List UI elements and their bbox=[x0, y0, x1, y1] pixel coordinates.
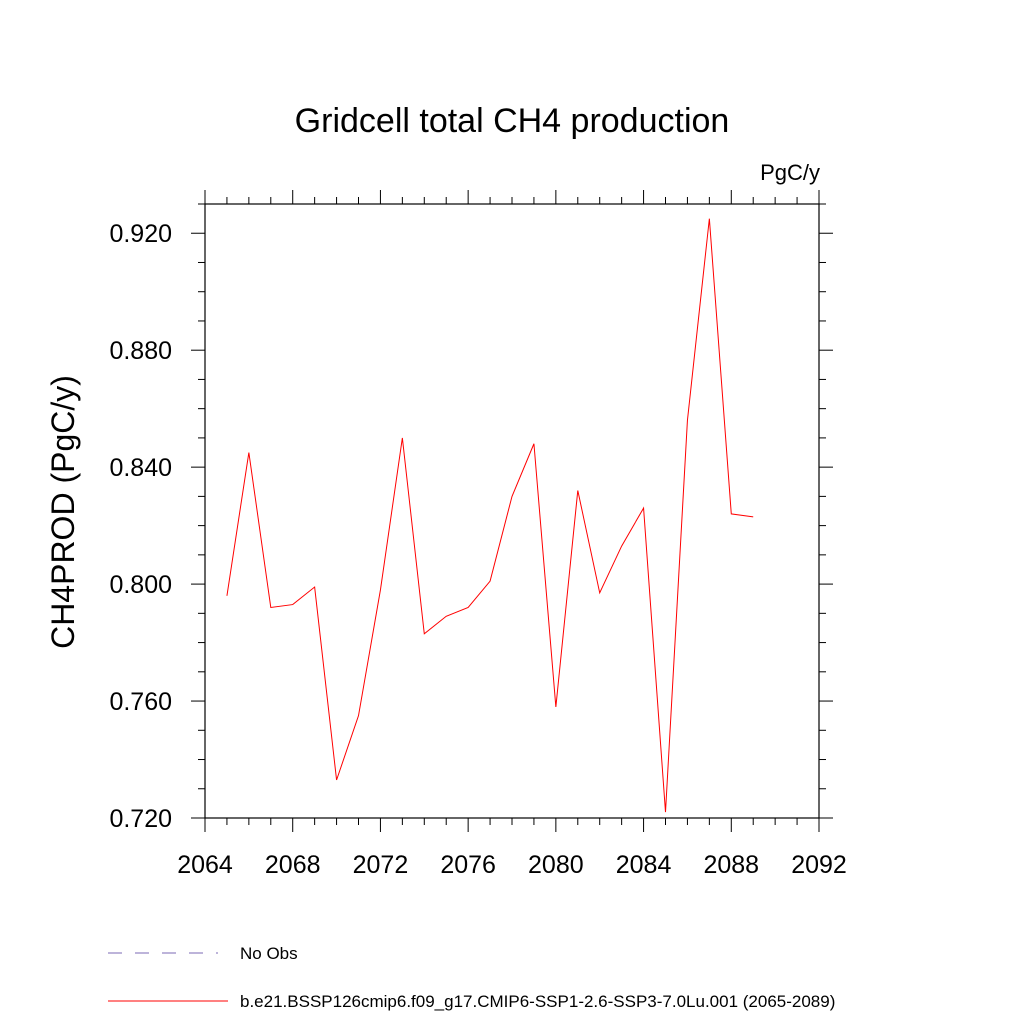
legend-label-model: b.e21.BSSP126cmip6.f09_g17.CMIP6-SSP1-2.… bbox=[240, 992, 835, 1011]
x-tick-label: 2076 bbox=[440, 851, 496, 879]
units-label: PgC/y bbox=[760, 160, 820, 185]
x-tick-label: 2064 bbox=[177, 851, 233, 879]
x-tick-label: 2080 bbox=[528, 851, 584, 879]
y-tick-label: 0.760 bbox=[109, 688, 172, 716]
y-tick-label: 0.880 bbox=[109, 337, 172, 365]
plot-frame bbox=[204, 203, 820, 819]
y-axis-label: CH4PROD (PgC/y) bbox=[45, 375, 81, 649]
y-tick-label: 0.720 bbox=[109, 805, 172, 833]
legend-label-no-obs: No Obs bbox=[240, 944, 298, 963]
x-tick-label: 2092 bbox=[791, 851, 847, 879]
x-tick-label: 2072 bbox=[353, 851, 409, 879]
x-tick-label: 2084 bbox=[616, 851, 672, 879]
y-tick-label: 0.800 bbox=[109, 571, 172, 599]
legend: No Obs b.e21.BSSP126cmip6.f09_g17.CMIP6-… bbox=[108, 944, 835, 1011]
y-tick-label: 0.840 bbox=[109, 454, 172, 482]
y-tick-labels: 0.720 0.760 0.800 0.840 0.880 0.920 bbox=[109, 220, 172, 833]
x-tick-label: 2088 bbox=[703, 851, 759, 879]
axis-ticks bbox=[191, 190, 833, 832]
chart-title: Gridcell total CH4 production bbox=[295, 102, 730, 140]
y-tick-label: 0.920 bbox=[109, 220, 172, 248]
x-tick-label: 2068 bbox=[265, 851, 321, 879]
series-line-1 bbox=[226, 218, 754, 813]
x-tick-labels: 2064 2068 2072 2076 2080 2084 2088 2092 bbox=[177, 851, 847, 879]
data-lines bbox=[226, 218, 754, 813]
